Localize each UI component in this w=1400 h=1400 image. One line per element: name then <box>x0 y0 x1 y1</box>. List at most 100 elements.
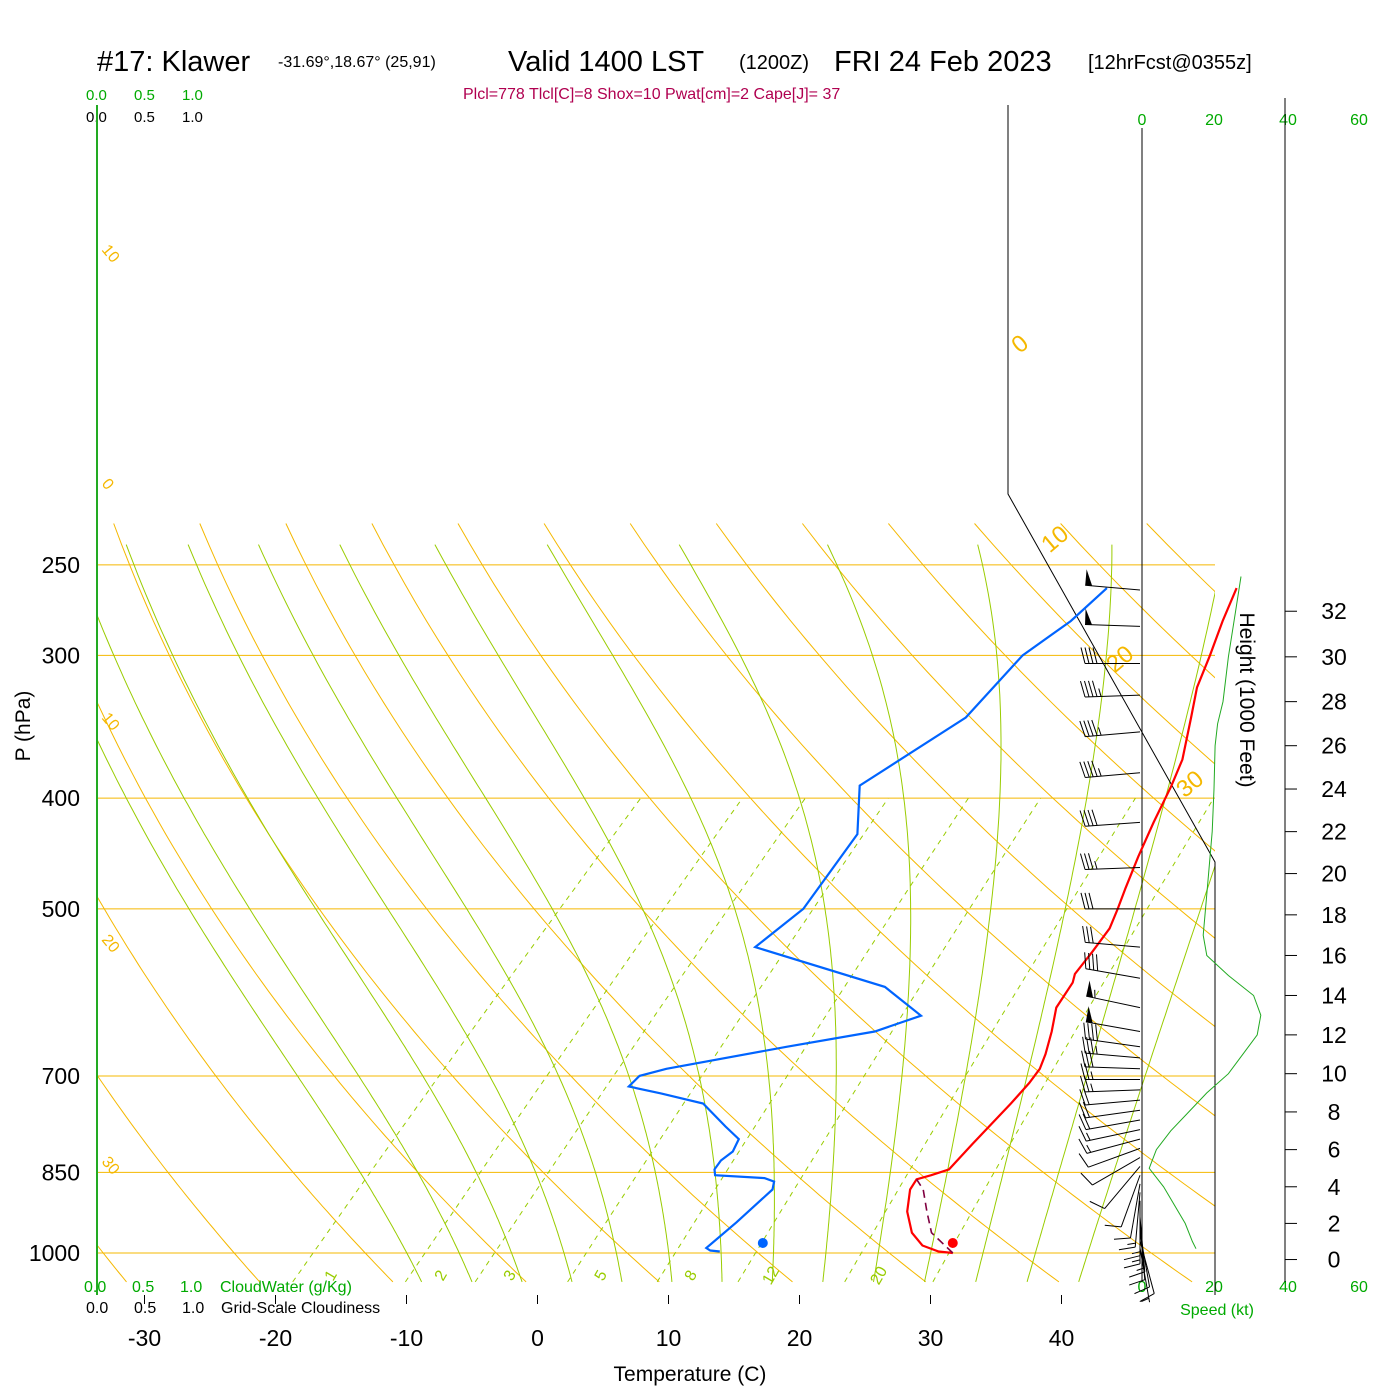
moist-adiabat-18 <box>546 544 775 1282</box>
pressure-tick-label: 1000 <box>29 1240 80 1266</box>
height-tick-label: 18 <box>1321 902 1347 928</box>
dry-adiabat-270 <box>97 700 527 1283</box>
barb-half-flag <box>1136 1267 1145 1271</box>
barb-pennant <box>1085 569 1093 586</box>
barb-staff <box>1085 867 1141 870</box>
wind-barb <box>1079 680 1141 698</box>
barb-flag <box>1091 809 1098 826</box>
barb-flag <box>1080 1172 1093 1186</box>
right-boundary <box>1007 105 1216 1295</box>
mixing-ratio-label: 3 <box>501 1268 520 1284</box>
barb-flag <box>1078 1114 1087 1130</box>
x-axis-ticks: -30 -20 -10 0 10 20 30 40 <box>128 1295 1074 1351</box>
wind-barb <box>1084 952 1141 979</box>
barb-pennant <box>1086 980 1094 998</box>
barb-flag <box>1084 952 1087 969</box>
barb-flag <box>1086 926 1090 943</box>
mixing-ratio-5 <box>567 797 889 1283</box>
barb-flag <box>1083 810 1090 827</box>
mixing-ratio-label: 2 <box>432 1268 451 1284</box>
wind-barb <box>1113 1183 1141 1240</box>
barb-half-flag <box>1127 1242 1136 1245</box>
moist-adiabat-10 <box>339 544 673 1282</box>
height-tick-label: 28 <box>1321 689 1347 715</box>
barb-flag <box>1087 761 1094 777</box>
dry-adiabat-310 <box>371 523 1060 1283</box>
dry-adiabat-320 <box>457 523 1193 1283</box>
mixing-ratio-12 <box>737 797 1042 1283</box>
barb-flag <box>1087 680 1094 697</box>
height-tick-label: 8 <box>1328 1099 1341 1125</box>
barb-half-flag <box>1131 1251 1141 1255</box>
wind-barb <box>1082 925 1141 948</box>
barb-flag <box>1079 1075 1086 1092</box>
barb-flag <box>1084 647 1090 664</box>
dry-adiabats <box>97 523 1215 1283</box>
wind-barb <box>1080 892 1140 910</box>
barb-half-flag <box>1097 727 1102 736</box>
barb-staff <box>1139 1216 1146 1272</box>
barb-flag <box>1083 761 1090 778</box>
pressure-tick-label: 250 <box>42 552 80 578</box>
x-tick-label: 10 <box>656 1325 682 1351</box>
wind-barb <box>1078 1138 1141 1154</box>
speed-tick-top-60: 60 <box>1350 112 1368 129</box>
cloudiness-label: Grid-Scale Cloudiness <box>221 1300 380 1317</box>
barb-staff <box>1139 1224 1146 1280</box>
mixing-ratio-label: 5 <box>592 1268 611 1284</box>
barb-flag <box>1088 647 1094 664</box>
surface-dewpoint-marker <box>757 1238 768 1248</box>
speed-tick-top-0: 0 <box>1138 112 1147 129</box>
barb-flag <box>1083 853 1090 870</box>
wind-barb <box>1089 1166 1141 1210</box>
stability-indices: Plcl=778 Tlcl[C]=8 Shox=10 Pwat[cm]=2 Ca… <box>463 86 840 103</box>
dry-adiabat-370 <box>888 523 1215 852</box>
wind-barb <box>1079 1075 1141 1093</box>
dry-adiabat-250 <box>97 1074 261 1283</box>
barb-staff <box>1085 968 1141 979</box>
speed-ticks-top: 0 20 40 60 <box>1138 112 1368 129</box>
dry-adiabat-400 <box>1146 523 1215 593</box>
mixing-ratio-1 <box>292 797 642 1283</box>
barb-flag <box>1089 1200 1105 1210</box>
barb-staff <box>1129 1183 1141 1239</box>
barb-flag <box>1091 1023 1094 1041</box>
wind-barb <box>1085 1006 1141 1032</box>
dry-adiabat-label: 0 <box>98 476 117 494</box>
wind-barb <box>1085 569 1141 591</box>
barb-pennant <box>1085 1006 1093 1024</box>
barb-staff <box>1086 1138 1141 1154</box>
barb-staff <box>1085 731 1141 738</box>
barb-flag <box>1083 1022 1087 1040</box>
forecast-date: FRI 24 Feb 2023 <box>834 46 1052 78</box>
dry-adiabat-330 <box>543 523 1215 1207</box>
wind-barb <box>1078 1101 1141 1119</box>
cloud-water-label: CloudWater (g/Kg) <box>220 1279 352 1296</box>
wind-barb <box>1079 760 1141 778</box>
barb-flag <box>1091 719 1098 736</box>
moist-adiabat--6 <box>97 613 473 1283</box>
dry-adiabat-label: 30 <box>98 1154 123 1179</box>
wind-barb <box>1123 1200 1141 1261</box>
speed-axis-title: Speed (kt) <box>1180 1302 1254 1319</box>
barb-staff <box>1085 1066 1141 1070</box>
height-axis-title: Height (1000 Feet) <box>1235 612 1258 787</box>
dry-adiabat-390 <box>1060 523 1215 679</box>
barb-staff <box>1085 1119 1141 1131</box>
pressure-tick-label: 850 <box>42 1159 80 1185</box>
barb-flag <box>1091 680 1098 697</box>
moist-adiabat-6 <box>258 544 623 1283</box>
barb-flag <box>1104 1224 1122 1228</box>
dry-adiabat-290 <box>199 523 793 1283</box>
temperature-line <box>906 587 1238 1255</box>
x-tick-label: -10 <box>390 1325 423 1351</box>
pressure-axis-ticks: 250 300 400 500 700 850 1000 <box>29 552 80 1266</box>
speed-tick-bottom-60: 60 <box>1350 1279 1368 1296</box>
mixing-ratio-lines <box>292 797 1215 1283</box>
pressure-tick-label: 400 <box>42 785 80 811</box>
mixing-ratio-8 <box>656 797 969 1283</box>
height-tick-label: 20 <box>1321 861 1347 887</box>
wind-barb <box>1118 1192 1141 1251</box>
barb-flag <box>1118 1246 1136 1251</box>
